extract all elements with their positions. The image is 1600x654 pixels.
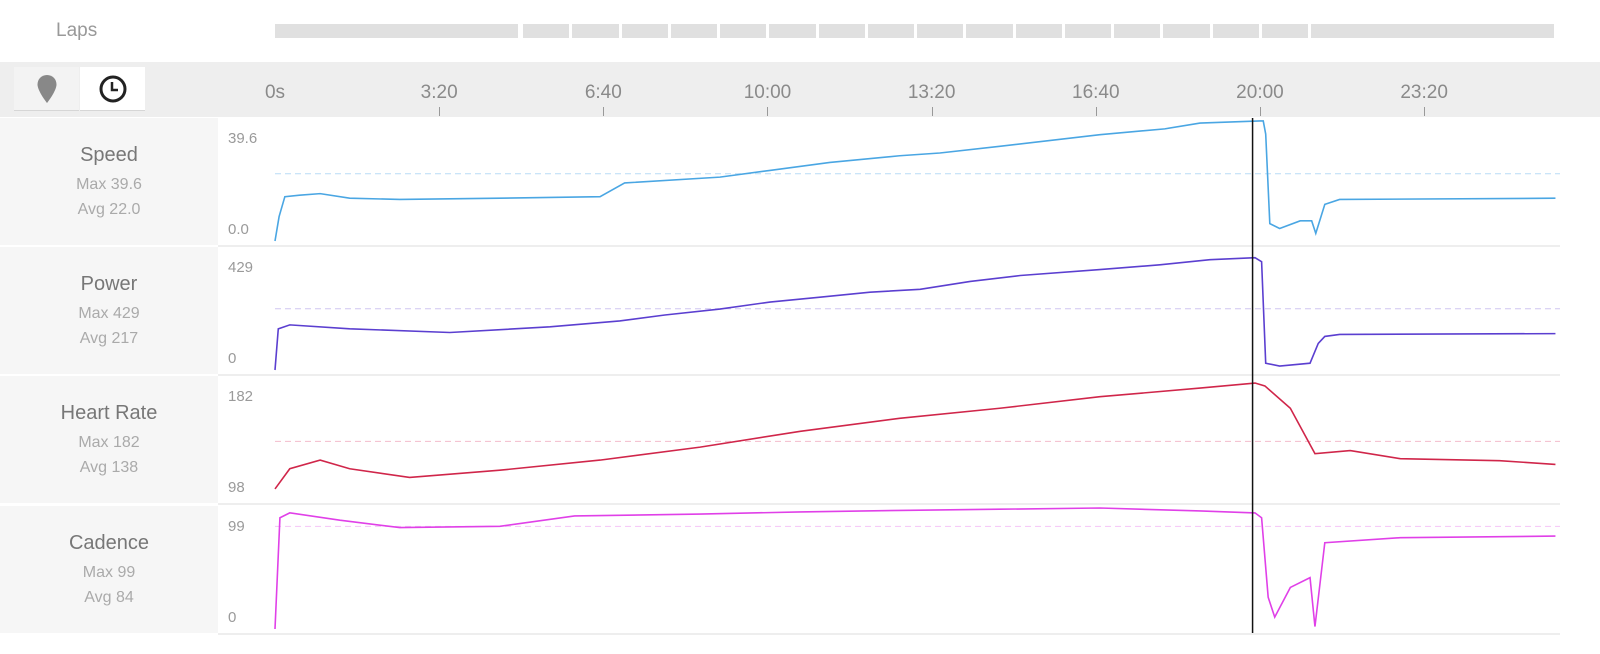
x-tick-mark [1259, 107, 1261, 116]
panel-label-0: Speed Max 39.6 Avg 22.0 [0, 118, 218, 247]
x-tick-mark [931, 107, 933, 116]
x-tick-mark [1095, 107, 1097, 116]
y-max-label: 429 [228, 259, 254, 276]
x-tick-label: 0s [264, 82, 286, 103]
lap-segment[interactable] [670, 24, 718, 38]
metric-avg: Avg 22.0 [77, 201, 141, 218]
y-max-label: 182 [228, 388, 254, 405]
panel-divider [218, 503, 1560, 505]
x-tick-label: 13:20 [907, 82, 956, 103]
metric-name: Speed [80, 144, 138, 166]
lap-segment[interactable] [769, 24, 816, 38]
x-tick-label: 23:20 [1400, 82, 1448, 103]
y-max-label: 39.6 [228, 130, 258, 147]
lap-segment[interactable] [1015, 24, 1062, 38]
laps-label: Laps [56, 20, 98, 41]
panel-label-1: Power Max 429 Avg 217 [0, 247, 218, 376]
panel-divider [218, 374, 1560, 376]
panel-divider [218, 245, 1560, 247]
lap-segment[interactable] [867, 24, 915, 38]
panel-label-2: Heart Rate Max 182 Avg 138 [0, 376, 218, 505]
metric-name: Power [80, 273, 138, 295]
metric-max: Max 182 [78, 434, 140, 451]
x-tick-mark [603, 107, 605, 116]
lap-segment[interactable] [917, 24, 964, 38]
y-min-label: 0 [228, 609, 237, 626]
x-tick-label: 16:40 [1072, 82, 1120, 103]
lap-segment[interactable] [720, 24, 767, 38]
x-tick-mark [767, 107, 769, 116]
panel-label-3: Cadence Max 99 Avg 84 [0, 506, 218, 635]
lap-segment[interactable] [621, 24, 668, 38]
time-axis-button[interactable] [80, 67, 145, 111]
panel-divider [218, 633, 1560, 635]
lap-segment[interactable] [572, 24, 619, 38]
series-line-power [274, 256, 1556, 371]
y-min-label: 0.0 [228, 221, 249, 238]
time-axis [0, 62, 1600, 117]
lap-segment[interactable] [1261, 24, 1309, 38]
metric-max: Max 99 [82, 564, 136, 581]
metric-max: Max 39.6 [76, 176, 142, 193]
metric-name: Cadence [68, 532, 150, 554]
series-line-heart-rate [274, 382, 1556, 490]
metric-max: Max 429 [78, 305, 140, 322]
y-min-label: 98 [228, 479, 245, 496]
metric-avg: Avg 217 [79, 330, 139, 347]
clock-icon [99, 75, 126, 102]
x-tick-label: 10:00 [743, 82, 792, 103]
metric-avg: Avg 138 [79, 459, 139, 476]
lap-segment[interactable] [1311, 24, 1555, 38]
map-pin-icon [37, 74, 56, 103]
lap-segment[interactable] [818, 24, 865, 38]
x-tick-mark [439, 107, 441, 116]
x-tick-mark [1424, 107, 1426, 116]
lap-segment[interactable] [275, 24, 519, 38]
lap-segment[interactable] [1064, 24, 1112, 38]
series-line-speed [274, 120, 1556, 242]
y-max-label: 99 [228, 518, 245, 535]
y-min-label: 0 [228, 350, 237, 367]
metric-name: Heart Rate [60, 402, 158, 424]
series-line-cadence [274, 507, 1556, 630]
x-tick-label: 3:20 [420, 82, 458, 103]
x-tick-label: 6:40 [584, 82, 622, 103]
lap-segment[interactable] [1163, 24, 1210, 38]
lap-segment[interactable] [523, 24, 570, 38]
lap-segment[interactable] [966, 24, 1013, 38]
lap-segment[interactable] [1114, 24, 1161, 38]
metric-avg: Avg 84 [84, 589, 134, 606]
x-tick-label: 20:00 [1236, 82, 1284, 103]
lap-segment[interactable] [1212, 24, 1259, 38]
distance-axis-button[interactable] [14, 67, 79, 111]
